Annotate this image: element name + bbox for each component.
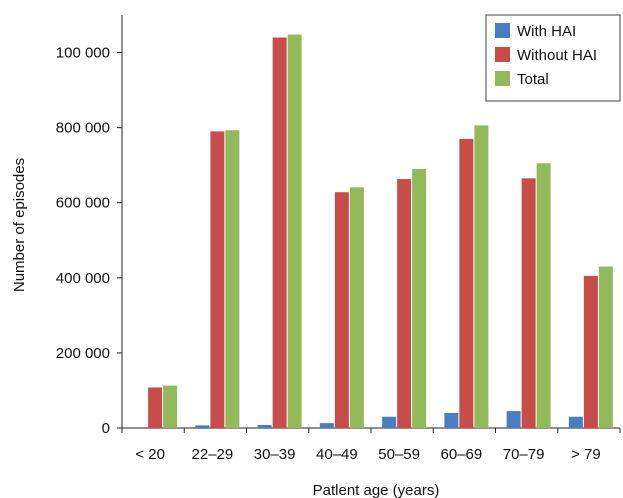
y-tick-label: 100 000 <box>56 45 110 62</box>
x-tick-label: 40–49 <box>316 446 358 463</box>
bar-1-7 <box>506 411 521 428</box>
x-tick-label: 50–59 <box>378 446 420 463</box>
legend-swatch <box>495 47 510 62</box>
bar-2-2 <box>210 131 225 428</box>
bar-1-5 <box>382 416 397 428</box>
bar-3-2 <box>225 130 240 429</box>
x-tick-label: 60–69 <box>441 446 483 463</box>
x-tick-label: > 79 <box>571 446 601 463</box>
bar-1-4 <box>319 423 334 428</box>
bar-2-1 <box>148 387 163 428</box>
bar-3-7 <box>536 163 551 428</box>
bar-2-3 <box>272 37 287 428</box>
bar-1-6 <box>444 412 459 428</box>
x-tick-label: 22–29 <box>192 446 234 463</box>
x-axis-title: Patlent age (years) <box>313 482 440 498</box>
x-tick-label: 70–79 <box>503 446 545 463</box>
bar-2-6 <box>459 138 474 428</box>
bar-1-8 <box>568 416 583 428</box>
bar-3-4 <box>349 187 364 428</box>
y-axis-title: Number of episodes <box>11 158 28 292</box>
legend-label: Total <box>517 71 549 88</box>
x-tick-label: < 20 <box>135 446 165 463</box>
y-axis: 0 200 000 400 000 600 000 800 000 100 000 <box>56 15 123 437</box>
legend-swatch <box>495 23 510 38</box>
bar-2-8 <box>583 275 598 428</box>
y-tick-label: 0 <box>102 420 110 437</box>
y-tick-label: 800 000 <box>56 120 110 137</box>
bar-1-3 <box>257 424 272 428</box>
bar-2-5 <box>397 179 412 428</box>
bar-2-7 <box>521 178 536 428</box>
bar-3-1 <box>163 385 178 428</box>
bar-2-4 <box>334 192 349 428</box>
bars <box>148 34 613 429</box>
legend-swatch <box>495 71 510 86</box>
bar-3-3 <box>287 34 302 429</box>
y-tick-label: 200 000 <box>56 345 110 362</box>
x-tick-label: 30–39 <box>254 446 296 463</box>
bar-3-6 <box>474 125 489 428</box>
bar-3-8 <box>598 266 613 428</box>
legend: With HAI Without HAI Total <box>485 14 621 102</box>
bar-1-2 <box>195 425 210 428</box>
x-axis: < 20 22–29 30–39 40–49 50–59 60–69 70–79 > 79 <box>121 427 621 463</box>
legend-label: With HAI <box>517 23 576 40</box>
y-tick-label: 600 000 <box>56 195 110 212</box>
y-tick-label: 400 000 <box>56 270 110 287</box>
legend-label: Without HAI <box>517 47 597 64</box>
bar-3-5 <box>412 168 427 428</box>
